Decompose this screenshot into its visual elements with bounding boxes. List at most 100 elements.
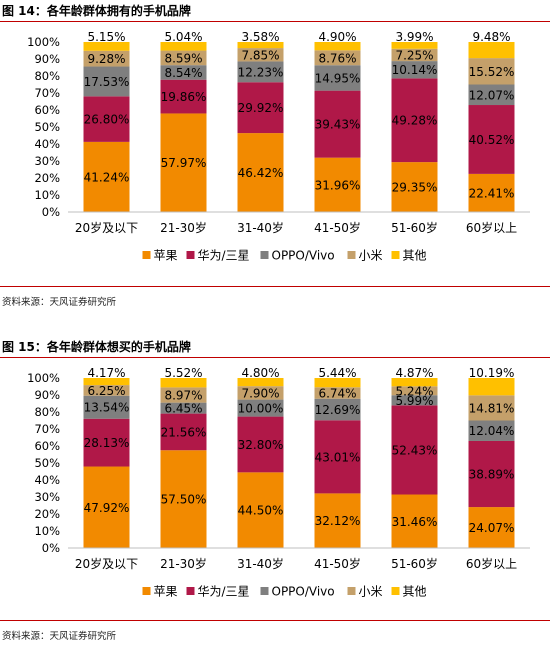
bar-segment [468,105,515,174]
data-label: 9.48% [472,30,510,44]
bar-segment [237,61,284,83]
bar-segment [468,84,515,106]
stacked-bar-chart: 0% 10% 20% 30% 40% 50% 60% 70% 80% 90% 100% 47.92% 2… [0,360,550,615]
bar-segment [314,65,361,91]
bar-segment [160,378,207,388]
bar-segment [468,440,515,508]
bar-segment [314,42,361,51]
legend-swatch [260,587,269,595]
bar-segment [314,50,361,66]
data-label: 38.89% [469,468,515,482]
data-label: 57.97% [161,156,207,170]
data-label: 29.92% [238,101,284,115]
data-label: 8.97% [164,389,202,403]
y-tick-label: 20% [34,171,60,185]
bar-segment [83,66,130,97]
data-label: 5.52% [164,366,202,380]
data-label: 5.24% [395,384,433,398]
legend-label: 小米 [359,585,383,599]
source-note: 资料来源：天风证券研究所 [2,631,117,642]
legend-swatch [142,251,151,259]
data-label: 29.35% [392,181,438,195]
data-label: 4.87% [395,366,433,380]
bar-segment [237,48,284,62]
bar-segment [237,472,284,548]
bar-segment [314,493,361,548]
legend-label: 其他 [403,585,427,599]
legend-label: 小米 [359,249,383,263]
data-label: 4.90% [318,30,356,44]
legend-swatch [142,587,151,595]
data-label: 6.25% [87,384,125,398]
bar-segment [468,395,515,421]
y-tick-label: 60% [34,439,60,453]
bar-segment [160,113,207,212]
bar-segment [391,405,438,495]
data-label: 31.46% [392,515,438,529]
data-label: 28.13% [84,436,130,450]
legend-label: 华为/三星 [198,585,250,599]
figure-14: 图 14：各年龄群体拥有的手机品牌 0% 10% 20% 30% 40% 50% 60% 70… [0,0,550,315]
y-tick-label: 60% [34,103,60,117]
legend-label: 其他 [403,249,427,263]
data-label: 40.52% [469,133,515,147]
data-label: 41.24% [84,170,130,184]
y-tick-label: 100% [27,35,60,49]
bar-segment [160,42,207,51]
data-label: 3.58% [241,30,279,44]
bar-segment [160,402,207,414]
bar-segment [468,42,515,59]
figure-title: 图 15：各年龄群体想买的手机品牌 [0,336,550,358]
x-tick-label: 41-50岁 [314,220,361,235]
data-label: 14.95% [315,71,361,85]
data-label: 5.15% [87,30,125,44]
data-label: 44.50% [238,504,284,518]
divider [0,286,550,287]
bar-segment [237,399,284,417]
data-label: 12.69% [315,403,361,417]
bar-segment [468,173,515,212]
data-label: 5.99% [395,394,433,408]
chart-svg: 0% 10% 20% 30% 40% 50% 60% 70% 80% 90% 100% 41.24% 2… [27,30,530,263]
bar-segment [237,416,284,473]
bar-segment [391,42,438,49]
legend-swatch [347,251,356,259]
legend-label: 苹果 [154,585,178,599]
bar-segment [160,50,207,66]
bar-segment [468,507,515,548]
bar-segment [391,78,438,163]
bar-segment [160,387,207,403]
bar-segment [83,42,130,51]
legend-label: OPPO/Vivo [272,249,335,263]
bar-segment [468,58,515,85]
bar-segment [391,48,438,62]
legend-swatch [391,251,400,259]
legend-label: OPPO/Vivo [272,585,335,599]
y-tick-label: 90% [34,388,60,402]
x-tick-label: 31-40岁 [237,220,284,235]
bar-segment [237,42,284,49]
data-label: 10.19% [469,366,515,380]
data-label: 24.07% [469,521,515,535]
y-tick-label: 90% [34,52,60,66]
bar-segment [468,420,515,441]
x-tick-label: 21-30岁 [160,220,207,235]
data-label: 5.04% [164,30,202,44]
x-tick-label: 60岁以上 [466,220,517,235]
y-tick-label: 0% [42,205,60,219]
data-label: 32.80% [238,438,284,452]
legend-swatch [260,251,269,259]
y-tick-label: 80% [34,405,60,419]
bar-segment [314,387,361,399]
y-tick-label: 40% [34,137,60,151]
data-label: 32.12% [315,514,361,528]
bar-segment [314,157,361,212]
stacked-bar-chart: 0% 10% 20% 30% 40% 50% 60% 70% 80% 90% 100% 41.24% 2… [0,24,550,279]
bar-segment [83,385,130,396]
bar-segment [160,450,207,548]
bar-segment [237,386,284,400]
data-label: 7.85% [241,48,279,62]
data-label: 52.43% [392,443,438,457]
bar-segment [83,466,130,548]
data-label: 10.00% [238,402,284,416]
